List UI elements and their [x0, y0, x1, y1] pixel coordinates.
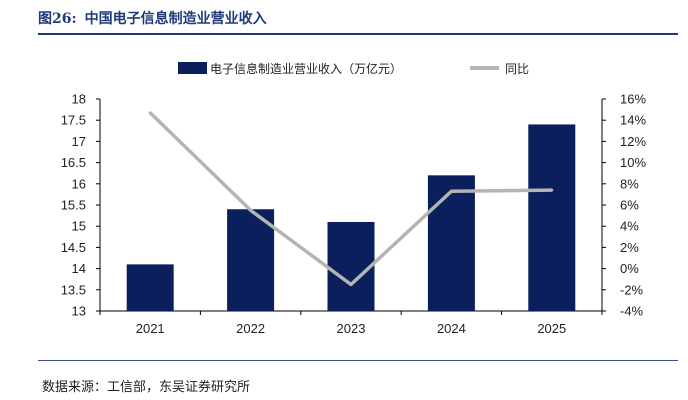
y-right-tick-label: 14%: [620, 113, 646, 128]
y-left-tick-label: 13.5: [61, 282, 86, 297]
y-right-tick-label: 6%: [620, 198, 639, 213]
y-left-tick-label: 16: [72, 176, 86, 191]
footer-divider: [38, 360, 678, 361]
x-tick-label: 2025: [537, 321, 566, 336]
source-note: 数据来源：工信部，东吴证券研究所: [42, 380, 251, 395]
legend-bar-label: 电子信息制造业营业收入（万亿元）: [210, 61, 402, 76]
y-left-tick-label: 15.5: [61, 198, 86, 213]
bar: [126, 264, 174, 311]
legend-line-label: 同比: [505, 62, 529, 76]
figure-title-text: 中国电子信息制造业营业收入: [84, 11, 267, 27]
line-point: [449, 189, 453, 193]
y-right-tick-label: 2%: [620, 240, 639, 255]
bar: [227, 209, 275, 311]
x-tick-label: 2022: [236, 321, 265, 336]
title-divider: [38, 33, 678, 35]
bar: [528, 124, 576, 311]
line-point: [550, 188, 554, 192]
legend-bar-swatch: [178, 62, 207, 74]
legend: 电子信息制造业营业收入（万亿元） 同比: [178, 61, 529, 76]
y-right-tick-label: 0%: [620, 261, 639, 276]
y-left-tick-label: 16.5: [61, 155, 86, 170]
figure-number: 图26:: [38, 11, 77, 27]
y-right-tick-label: 10%: [620, 155, 646, 170]
y-right-tick-label: 16%: [620, 92, 646, 107]
x-tick-label: 2021: [136, 321, 165, 336]
chart: 电子信息制造业营业收入（万亿元） 同比 1313.51414.51515.5161…: [61, 61, 647, 337]
y-right-tick-label: 4%: [620, 219, 639, 234]
bar: [427, 175, 475, 311]
line-point: [148, 111, 152, 115]
bar: [327, 221, 375, 311]
x-tick-label: 2024: [437, 321, 466, 336]
y-left-tick-label: 14.5: [61, 240, 86, 255]
axes: 13 13.5 14 14.5 15 15.5 16 16.5 17 17.5 18 -4% -2% 0%…: [61, 92, 647, 337]
y-left-tick-label: 17.5: [61, 113, 86, 128]
line-point: [349, 283, 353, 286]
y-right-tick-label: -2%: [620, 282, 644, 297]
line-point: [249, 208, 253, 212]
y-left-tick-label: 15: [72, 219, 86, 234]
y-right-tick-label: -4%: [620, 304, 644, 319]
line-series: [148, 111, 554, 287]
figure-title: 图26: 中国电子信息制造业营业收入: [38, 8, 267, 28]
y-left-tick-label: 18: [72, 92, 86, 107]
y-left-tick-label: 17: [72, 134, 86, 149]
y-right-tick-label: 12%: [620, 134, 646, 149]
y-left-tick-label: 14: [72, 261, 86, 276]
y-left-tick-label: 13: [72, 304, 86, 319]
x-tick-label: 2023: [337, 321, 366, 336]
bar-series: [126, 124, 576, 311]
y-right-tick-label: 8%: [620, 176, 639, 191]
